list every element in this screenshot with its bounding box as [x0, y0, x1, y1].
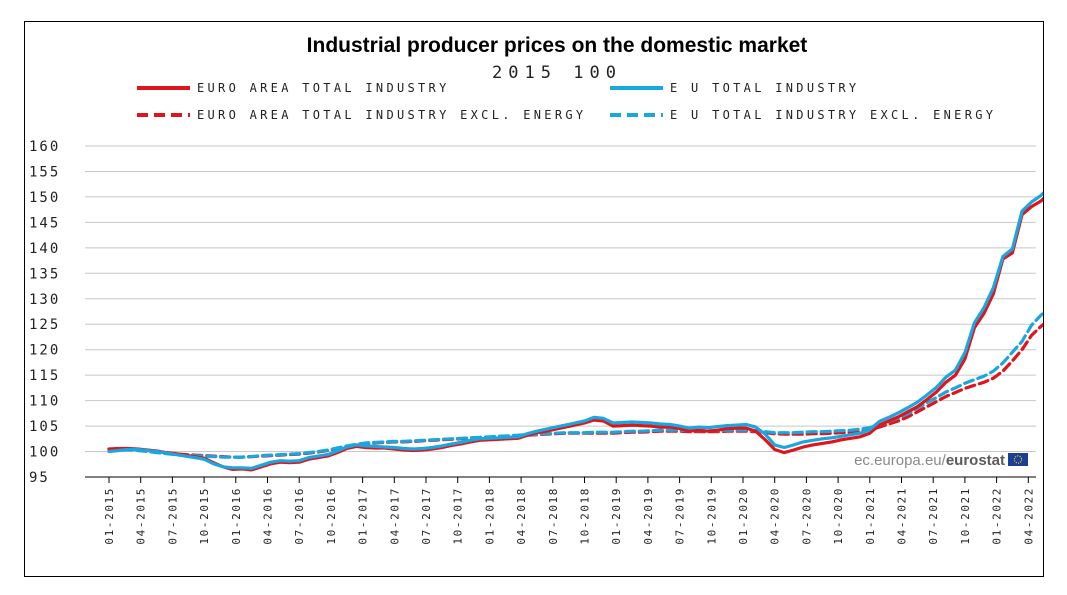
x-tick-label: 01-2016: [230, 487, 243, 545]
legend: EURO AREA TOTAL INDUSTRY EURO AREA TOTAL…: [137, 81, 996, 122]
y-tick-label: 150: [29, 190, 60, 206]
legend-label-eu-total: E U TOTAL INDUSTRY: [670, 81, 859, 95]
x-axis: 01-2015 04-2015 07-2015 10-2015 01-2016 04-20…: [85, 476, 1036, 545]
x-tick-label: 10-2021: [959, 487, 972, 545]
x-tick-label: 01-2021: [864, 487, 877, 545]
x-tick-label: 07-2020: [800, 487, 813, 545]
y-tick-label: 145: [29, 215, 60, 231]
x-tick-label: 01-2019: [610, 487, 623, 545]
x-tick-label: 01-2015: [103, 487, 116, 545]
y-tick-label: 125: [29, 317, 60, 333]
x-tick-label: 07-2021: [927, 487, 940, 545]
y-tick-label: 155: [29, 164, 60, 180]
eu-flag-icon: [1008, 453, 1028, 466]
series-line-1: [107, 322, 1043, 459]
x-tick-label: 07-2017: [420, 487, 433, 545]
x-tick-label: 04-2021: [896, 487, 909, 545]
chart-title: Industrial producer prices on the domest…: [307, 34, 808, 57]
x-tick-label: 10-2018: [579, 487, 592, 545]
series-line-2: [107, 191, 1043, 470]
x-tick-label: 04-2016: [262, 487, 275, 545]
legend-label-ea-excl: EURO AREA TOTAL INDUSTRY EXCL. ENERGY: [197, 108, 586, 122]
x-tick-label: 01-2018: [483, 487, 496, 545]
x-tick-label: 07-2018: [547, 487, 560, 545]
x-tick-label: 01-2020: [737, 487, 750, 545]
x-tick-label: 04-2015: [135, 487, 148, 545]
chart-subtitle: 2015 100: [492, 63, 622, 83]
y-tick-label: 95: [29, 470, 50, 486]
legend-label-eu-excl: E U TOTAL INDUSTRY EXCL. ENERGY: [670, 108, 996, 122]
x-tick-label: 10-2015: [198, 487, 211, 545]
x-tick-label: 07-2016: [293, 487, 306, 545]
y-tick-label: 110: [29, 394, 60, 410]
x-tick-label: 10-2017: [452, 487, 465, 545]
legend-label-ea-total: EURO AREA TOTAL INDUSTRY: [197, 81, 450, 95]
watermark-brand: eurostat: [946, 452, 1005, 469]
x-tick-label: 10-2020: [832, 487, 845, 545]
y-tick-label: 160: [29, 139, 60, 155]
eurostat-watermark: ec.europa.eu/eurostat: [854, 452, 1028, 469]
y-tick-label: 135: [29, 266, 60, 282]
x-tick-label: 04-2018: [515, 487, 528, 545]
y-tick-label: 115: [29, 368, 60, 384]
x-tick-label: 04-2020: [769, 487, 782, 545]
y-axis-ticks: 95 100 105 110 115 120 125 130 135 140 145 150 155 16…: [29, 139, 60, 486]
x-tick-label: 07-2015: [166, 487, 179, 545]
y-tick-label: 130: [29, 292, 60, 308]
y-tick-label: 105: [29, 419, 60, 435]
chart-svg: Industrial producer prices on the domest…: [29, 34, 1043, 545]
x-tick-label: 04-2019: [642, 487, 655, 545]
y-tick-label: 140: [29, 241, 60, 257]
x-tick-label: 04-2017: [388, 487, 401, 545]
chart-frame: Industrial producer prices on the domest…: [24, 21, 1044, 577]
y-tick-label: 120: [29, 343, 60, 359]
x-tick-label: 10-2016: [325, 487, 338, 545]
watermark-site: ec.europa.eu/: [854, 452, 947, 469]
watermark-text: ec.europa.eu/eurostat: [854, 452, 1005, 469]
y-tick-label: 100: [29, 445, 60, 461]
x-tick-label: 01-2022: [991, 487, 1004, 545]
gridlines: [85, 145, 1036, 478]
eu-flag-stars-icon: [1013, 455, 1023, 464]
x-tick-label: 01-2017: [357, 487, 370, 545]
series-lines: [107, 191, 1043, 472]
x-tick-label: 04-2022: [1022, 487, 1035, 545]
x-tick-label: 07-2019: [674, 487, 687, 545]
x-tick-label: 10-2019: [705, 487, 718, 545]
